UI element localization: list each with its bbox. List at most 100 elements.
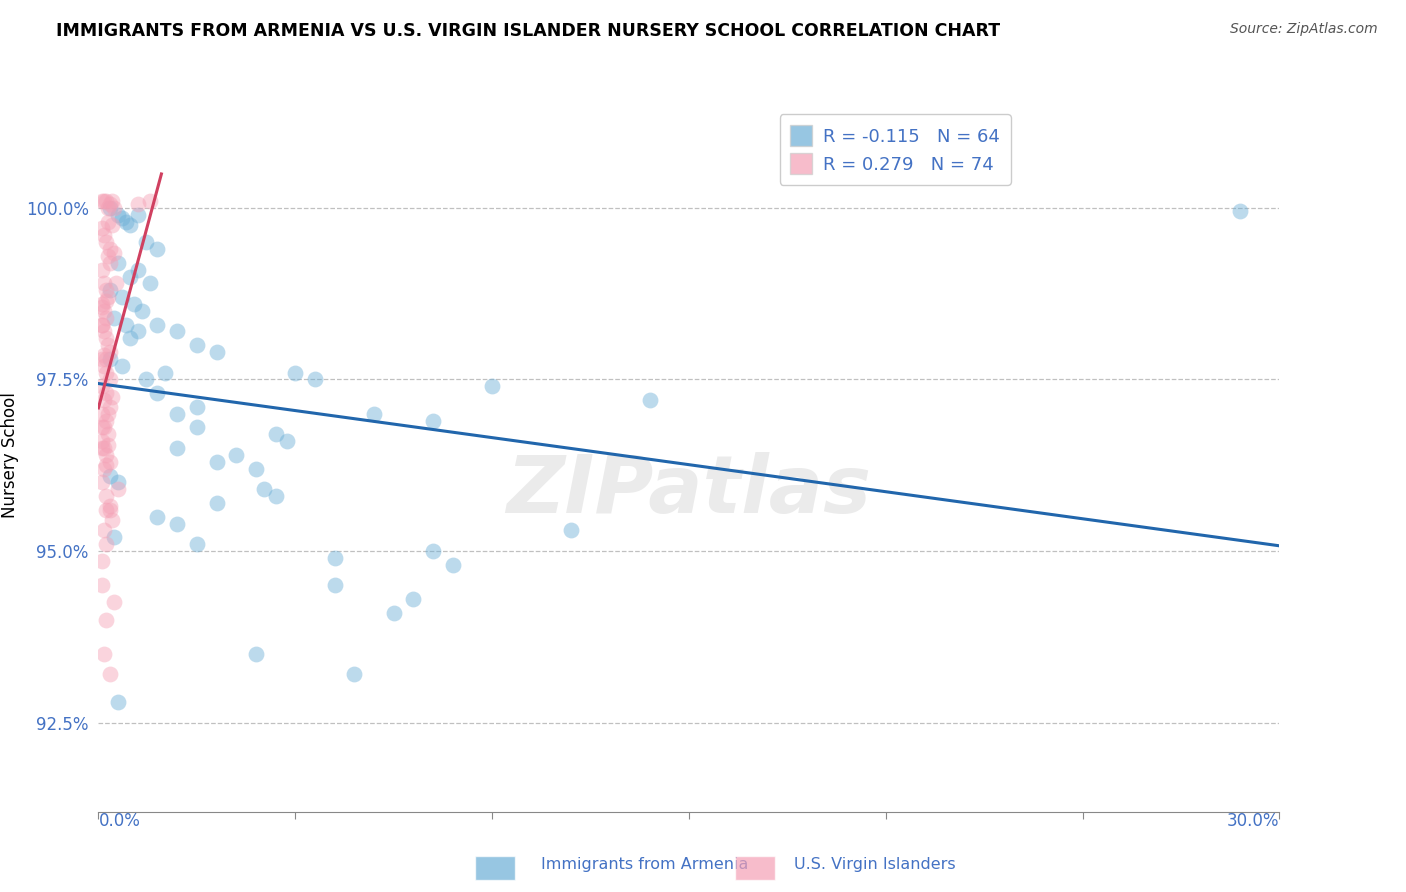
Point [98,197,121,211]
Point [127,197,149,211]
Point [146,242,169,256]
Point [127,262,149,277]
Point [93,392,115,407]
Point [96,351,118,366]
Point [186,420,208,434]
Point [276,434,298,449]
Point [304,372,326,386]
Point [115,318,138,332]
Point [97,249,120,263]
Point [97,338,120,352]
Point [91,297,114,311]
Point [122,297,145,311]
Point [91,434,114,449]
Point [96,310,118,325]
Point [422,544,444,558]
Point [107,208,129,222]
Text: 0.0%: 0.0% [98,812,141,830]
Point [115,214,138,228]
Point [98,468,121,483]
Point [422,414,444,428]
Point [91,379,114,393]
Point [107,695,129,709]
Point [96,613,118,627]
Point [91,407,114,421]
Point [107,256,129,270]
Point [111,290,134,304]
Point [96,489,118,503]
Point [245,647,267,661]
Point [103,245,125,260]
Point [186,400,208,414]
Point [96,283,118,297]
Point [91,554,114,568]
Point [98,351,121,366]
Point [93,277,115,291]
Point [93,420,115,434]
Point [118,269,141,284]
Point [441,558,464,572]
Point [98,256,121,270]
Point [98,242,121,256]
Point [186,537,208,551]
Point [245,461,267,475]
Point [96,235,118,250]
Point [91,351,114,366]
Point [98,283,121,297]
Point [111,359,134,373]
Point [155,366,177,380]
Point [560,524,582,538]
Point [98,201,121,215]
Point [481,379,503,393]
Point [111,211,134,226]
Point [146,509,169,524]
Point [91,318,114,332]
Point [93,524,115,538]
Point [103,530,125,544]
Point [98,500,121,514]
Point [135,235,157,250]
Point [97,407,120,421]
Point [96,194,118,208]
Point [264,489,287,503]
Point [186,338,208,352]
Point [97,290,120,304]
Point [118,331,141,345]
Point [382,606,405,620]
Point [93,325,115,339]
Point [96,503,118,517]
Point [166,441,188,455]
Point [93,647,115,661]
Point [638,392,661,407]
Text: 30.0%: 30.0% [1227,812,1279,830]
Point [105,277,128,291]
Point [131,303,153,318]
Point [101,194,124,208]
Point [93,461,115,475]
Legend: R = -0.115   N = 64, R = 0.279   N = 74: R = -0.115 N = 64, R = 0.279 N = 74 [779,114,1011,185]
Point [205,455,228,469]
Text: Source: ZipAtlas.com: Source: ZipAtlas.com [1230,22,1378,37]
Point [96,293,118,308]
Point [97,437,120,451]
Point [98,400,121,414]
Point [323,578,346,592]
Y-axis label: Nursery School: Nursery School [1,392,18,518]
Point [98,503,121,517]
Text: IMMIGRANTS FROM ARMENIA VS U.S. VIRGIN ISLANDER NURSERY SCHOOL CORRELATION CHART: IMMIGRANTS FROM ARMENIA VS U.S. VIRGIN I… [56,22,1000,40]
Point [91,221,114,235]
Point [402,592,425,607]
Point [96,331,118,345]
Point [107,482,129,496]
Point [101,513,124,527]
Point [91,441,114,455]
Point [166,407,188,421]
Point [96,366,118,380]
Point [138,277,160,291]
Point [205,345,228,359]
Point [91,475,114,490]
Point [118,218,141,232]
Point [96,458,118,473]
Point [91,578,114,592]
Point [103,201,125,215]
